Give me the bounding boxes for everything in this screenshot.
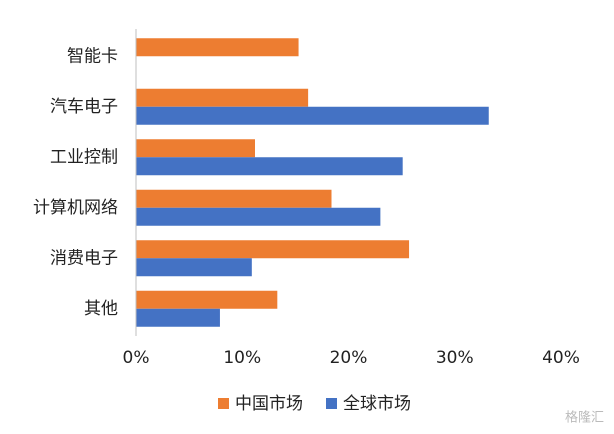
bar (136, 88, 309, 107)
bar (136, 207, 381, 226)
bar (136, 290, 278, 309)
bar (136, 106, 489, 125)
y-tick-label: 消费电子 (50, 248, 118, 268)
y-tick-label: 计算机网络 (33, 198, 118, 218)
legend-label: 中国市场 (235, 394, 303, 414)
x-tick-label: 30% (436, 348, 474, 368)
legend-label: 全球市场 (343, 394, 411, 414)
x-tick-label: 10% (223, 348, 261, 368)
bar (136, 38, 299, 57)
bar (136, 308, 220, 327)
y-tick-label: 工业控制 (50, 147, 118, 167)
x-tick-label: 40% (542, 348, 580, 368)
y-tick-label: 智能卡 (67, 46, 118, 66)
y-tick-label: 其他 (84, 299, 118, 319)
y-tick-label: 汽车电子 (50, 97, 118, 117)
bar (136, 139, 255, 158)
legend-swatch (218, 398, 229, 409)
bar (136, 157, 403, 176)
x-tick-label: 0% (123, 348, 150, 368)
bar (136, 240, 410, 259)
watermark: 格隆汇 (565, 410, 604, 426)
legend-swatch (326, 398, 337, 409)
bar (136, 258, 252, 277)
x-tick-label: 20% (330, 348, 368, 368)
bar (136, 189, 332, 208)
